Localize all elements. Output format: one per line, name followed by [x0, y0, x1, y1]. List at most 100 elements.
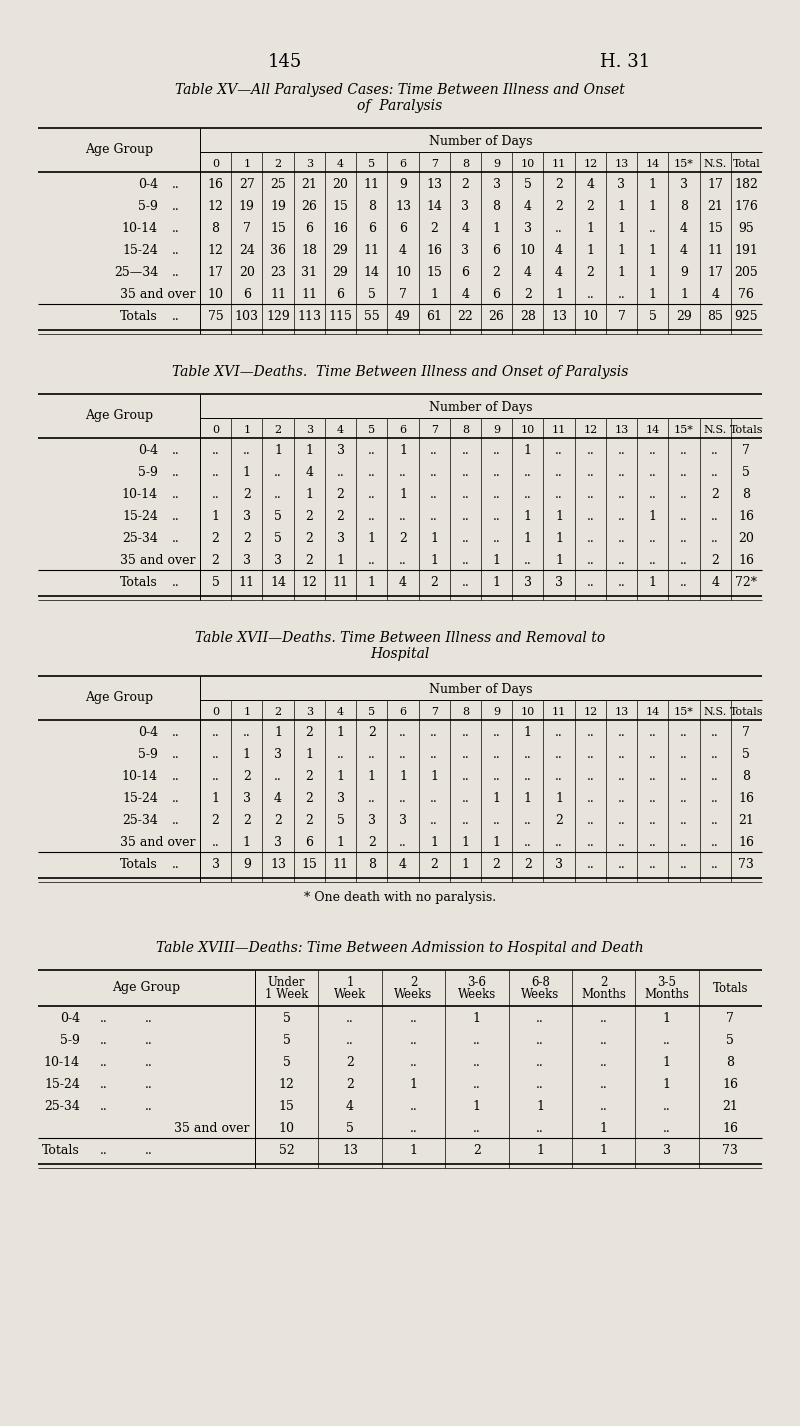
- Text: 1: 1: [243, 160, 250, 170]
- Text: 4: 4: [274, 793, 282, 806]
- Text: 8: 8: [680, 200, 688, 214]
- Text: 4: 4: [524, 267, 532, 279]
- Text: Table XV—All Paralysed Cases: Time Between Illness and Onset: Table XV—All Paralysed Cases: Time Betwe…: [175, 83, 625, 97]
- Text: Totals: Totals: [730, 425, 763, 435]
- Text: ..: ..: [172, 466, 180, 479]
- Text: ..: ..: [618, 814, 626, 827]
- Text: ..: ..: [649, 858, 657, 871]
- Text: H. 31: H. 31: [600, 53, 650, 71]
- Text: 2: 2: [600, 975, 607, 988]
- Text: 2: 2: [306, 532, 314, 545]
- Text: 10: 10: [521, 425, 535, 435]
- Text: 1: 1: [524, 726, 532, 739]
- Text: 1: 1: [663, 1012, 671, 1025]
- Text: 3: 3: [212, 858, 220, 871]
- Text: ..: ..: [212, 445, 219, 458]
- Text: 5: 5: [274, 532, 282, 545]
- Text: ..: ..: [680, 488, 688, 502]
- Text: Under: Under: [268, 975, 306, 988]
- Text: 1: 1: [473, 1101, 481, 1114]
- Text: ..: ..: [462, 555, 470, 568]
- Text: ..: ..: [680, 445, 688, 458]
- Text: ..: ..: [586, 749, 594, 761]
- Text: 1: 1: [599, 1144, 607, 1158]
- Text: 10: 10: [278, 1122, 294, 1135]
- Text: ..: ..: [410, 1101, 418, 1114]
- Text: 0: 0: [212, 425, 219, 435]
- Text: 2: 2: [430, 222, 438, 235]
- Text: 73: 73: [738, 858, 754, 871]
- Text: 2: 2: [711, 555, 719, 568]
- Text: 5-9: 5-9: [60, 1034, 80, 1047]
- Text: ..: ..: [212, 749, 219, 761]
- Text: ..: ..: [618, 726, 626, 739]
- Text: ..: ..: [145, 1012, 153, 1025]
- Text: 1: 1: [368, 532, 376, 545]
- Text: 8: 8: [462, 425, 469, 435]
- Text: ..: ..: [410, 1034, 418, 1047]
- Text: 6: 6: [337, 288, 345, 301]
- Text: ..: ..: [680, 749, 688, 761]
- Text: 1: 1: [493, 576, 501, 589]
- Text: 4: 4: [399, 858, 407, 871]
- Text: 1: 1: [555, 532, 563, 545]
- Text: 16: 16: [738, 511, 754, 523]
- Text: 15*: 15*: [674, 160, 694, 170]
- Text: 9: 9: [243, 858, 250, 871]
- Text: 2: 2: [212, 532, 219, 545]
- Text: 13: 13: [342, 1144, 358, 1158]
- Text: Table XVII—Deaths. Time Between Illness and Removal to: Table XVII—Deaths. Time Between Illness …: [195, 630, 605, 645]
- Text: ..: ..: [430, 814, 438, 827]
- Text: 2: 2: [399, 532, 407, 545]
- Text: ..: ..: [274, 466, 282, 479]
- Text: 0-4: 0-4: [138, 726, 158, 739]
- Text: Table XVIII—Deaths: Time Between Admission to Hospital and Death: Table XVIII—Deaths: Time Between Admissi…: [156, 941, 644, 955]
- Text: 10: 10: [395, 267, 411, 279]
- Text: ..: ..: [649, 445, 657, 458]
- Text: 16: 16: [738, 555, 754, 568]
- Text: ..: ..: [212, 836, 219, 850]
- Text: ..: ..: [524, 770, 532, 783]
- Text: ..: ..: [586, 726, 594, 739]
- Text: 11: 11: [302, 288, 318, 301]
- Text: 3-5: 3-5: [658, 975, 677, 988]
- Text: ..: ..: [212, 466, 219, 479]
- Text: 16: 16: [208, 178, 224, 191]
- Text: 8: 8: [493, 200, 501, 214]
- Text: ..: ..: [618, 511, 626, 523]
- Text: ..: ..: [172, 244, 180, 257]
- Text: 73: 73: [722, 1144, 738, 1158]
- Text: ..: ..: [524, 466, 532, 479]
- Text: 1: 1: [524, 532, 532, 545]
- Text: 2: 2: [337, 488, 345, 502]
- Text: ..: ..: [536, 1012, 544, 1025]
- Text: 1: 1: [555, 288, 563, 301]
- Text: 1: 1: [243, 425, 250, 435]
- Text: ..: ..: [145, 1101, 153, 1114]
- Text: 1: 1: [430, 836, 438, 850]
- Text: 1: 1: [649, 576, 657, 589]
- Text: 6: 6: [399, 160, 406, 170]
- Text: ..: ..: [618, 749, 626, 761]
- Text: ..: ..: [368, 749, 375, 761]
- Text: ..: ..: [172, 511, 180, 523]
- Text: 16: 16: [738, 836, 754, 850]
- Text: 1: 1: [599, 1122, 607, 1135]
- Text: 0: 0: [212, 160, 219, 170]
- Text: ..: ..: [555, 466, 563, 479]
- Text: 10: 10: [208, 288, 224, 301]
- Text: 15: 15: [278, 1101, 294, 1114]
- Text: of  Paralysis: of Paralysis: [358, 98, 442, 113]
- Text: 1: 1: [243, 836, 251, 850]
- Text: ..: ..: [100, 1144, 108, 1158]
- Text: ..: ..: [212, 488, 219, 502]
- Text: 21: 21: [738, 814, 754, 827]
- Text: ..: ..: [430, 466, 438, 479]
- Text: 1: 1: [493, 222, 501, 235]
- Text: 4: 4: [337, 707, 344, 717]
- Text: ..: ..: [524, 555, 532, 568]
- Text: 2: 2: [493, 267, 501, 279]
- Text: ..: ..: [536, 1034, 544, 1047]
- Text: 35 and over: 35 and over: [174, 1122, 250, 1135]
- Text: 10: 10: [520, 244, 536, 257]
